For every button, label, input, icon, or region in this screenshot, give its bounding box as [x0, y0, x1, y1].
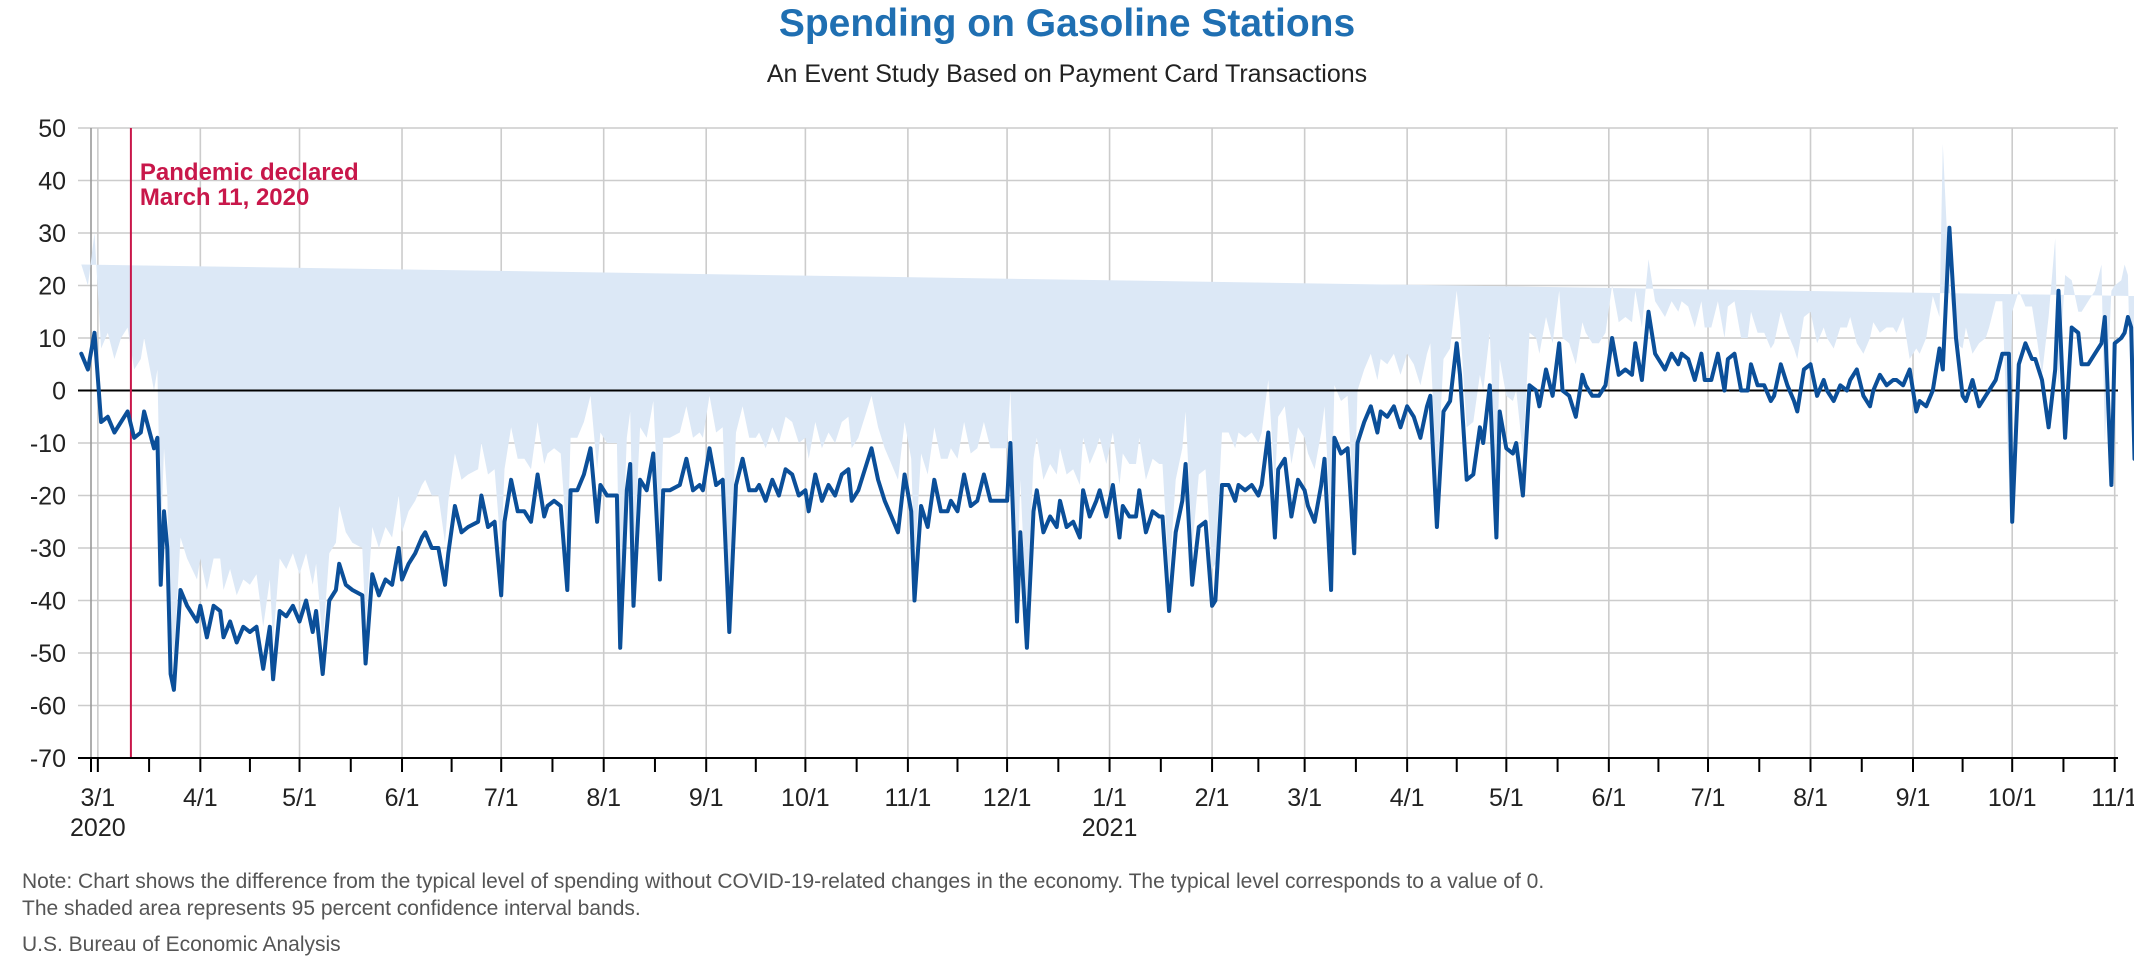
x-tick-label: 3/1: [80, 784, 115, 812]
x-year-label: 2020: [70, 814, 126, 842]
x-tick-label: 9/1: [689, 784, 724, 812]
y-tick-label: 40: [38, 168, 66, 196]
y-tick-label: -60: [30, 693, 66, 721]
axes: 50403020100-10-20-30-40-50-60-703/120204…: [30, 115, 2134, 842]
x-tick-label: 10/1: [1988, 784, 2037, 812]
x-tick-label: 4/1: [1390, 784, 1425, 812]
x-tick-label: 3/1: [1287, 784, 1322, 812]
x-tick-label: 9/1: [1896, 784, 1931, 812]
x-tick-label: 4/1: [183, 784, 218, 812]
y-tick-label: -70: [30, 745, 66, 773]
spending-line: [79, 225, 2134, 692]
x-tick-label: 11/1: [884, 784, 931, 812]
x-year-label: 2021: [1082, 814, 1138, 842]
chart-title: Spending on Gasoline Stations: [778, 2, 1356, 45]
chart-note-line-1: Note: Chart shows the difference from th…: [22, 870, 1545, 893]
x-tick-label: 11/1: [2091, 784, 2134, 812]
x-tick-label: 10/1: [781, 784, 830, 812]
x-tick-label: 5/1: [1489, 784, 1524, 812]
x-tick-label: 5/1: [282, 784, 317, 812]
x-tick-label: 12/1: [983, 784, 1032, 812]
pandemic-annotation-text: March 11, 2020: [140, 184, 309, 211]
x-tick-label: 8/1: [586, 784, 621, 812]
y-tick-label: -30: [30, 535, 66, 563]
y-tick-label: -50: [30, 640, 66, 668]
y-tick-label: 20: [38, 273, 66, 301]
x-tick-label: 7/1: [484, 784, 519, 812]
y-tick-label: 50: [38, 115, 66, 143]
x-tick-label: 6/1: [1591, 784, 1626, 812]
y-tick-label: 30: [38, 220, 66, 248]
confidence-band-area: [81, 143, 2134, 659]
spending-series: [79, 225, 2134, 692]
x-tick-label: 7/1: [1691, 784, 1726, 812]
chart-note-line-2: The shaded area represents 95 percent co…: [22, 897, 641, 920]
x-tick-label: 8/1: [1793, 784, 1828, 812]
y-tick-label: 0: [52, 378, 66, 406]
y-tick-label: 10: [38, 325, 66, 353]
pandemic-annotation-text: Pandemic declared: [140, 159, 359, 186]
x-tick-label: 6/1: [385, 784, 420, 812]
confidence-band: [81, 143, 2134, 659]
source-label: U.S. Bureau of Economic Analysis: [22, 933, 341, 956]
y-tick-label: -10: [30, 430, 66, 458]
y-tick-label: -40: [30, 588, 66, 616]
x-tick-label: 2/1: [1195, 784, 1230, 812]
x-tick-label: 1/1: [1092, 784, 1127, 812]
y-tick-label: -20: [30, 483, 66, 511]
chart-subtitle: An Event Study Based on Payment Card Tra…: [766, 60, 1368, 88]
